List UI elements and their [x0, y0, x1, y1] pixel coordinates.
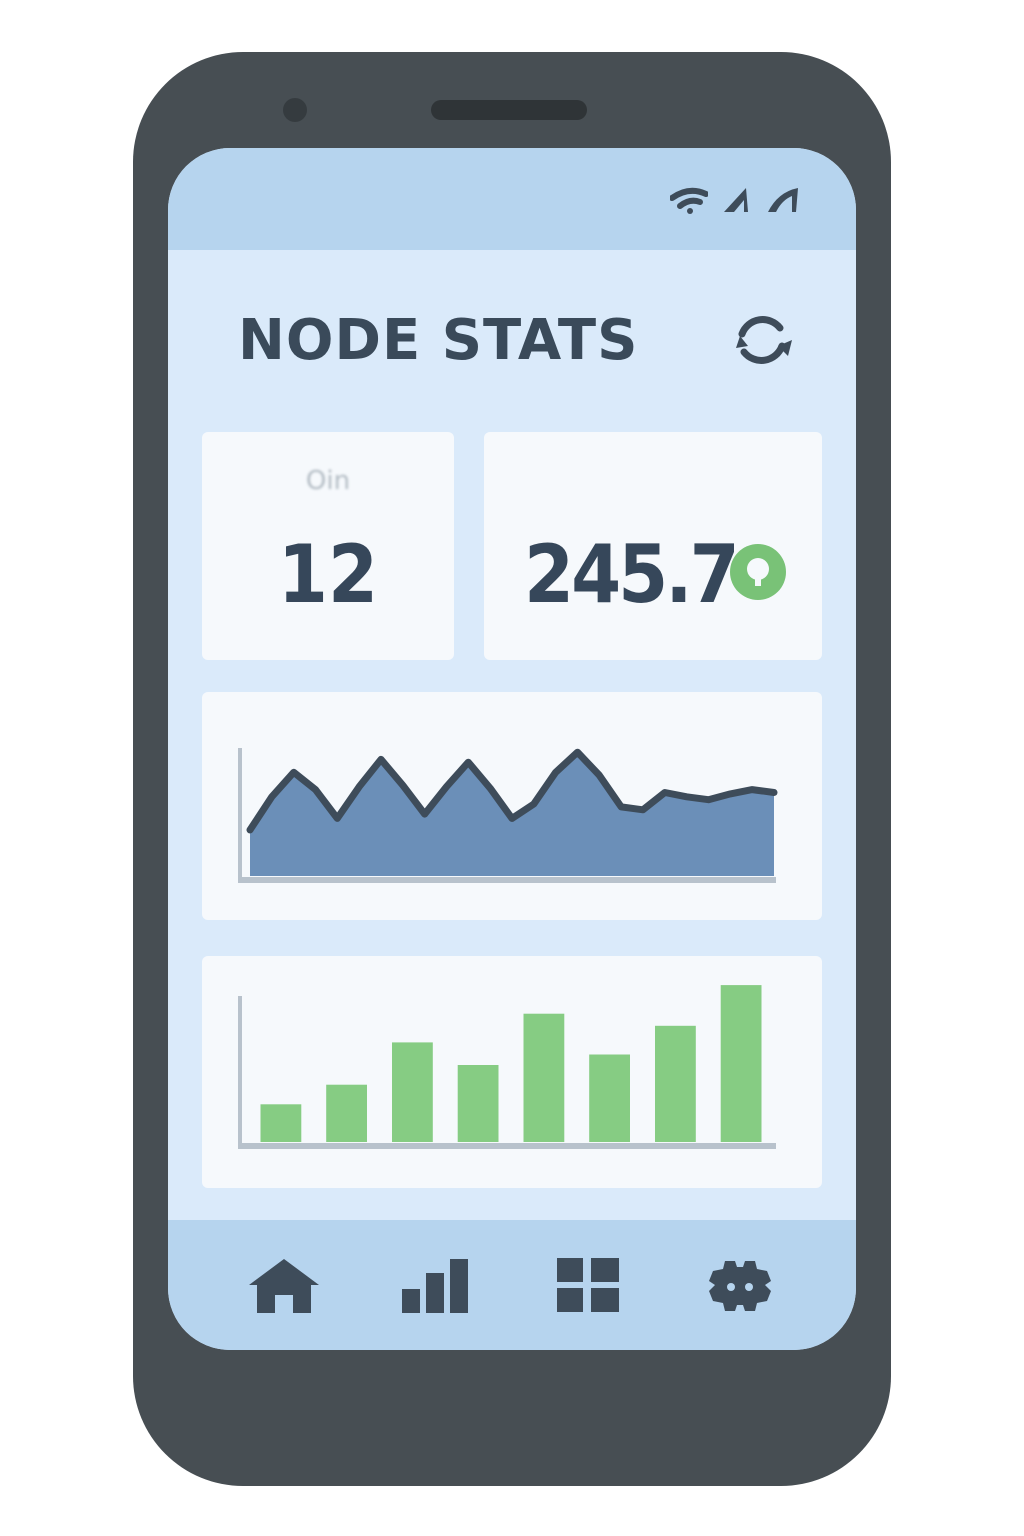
bar-5	[523, 1013, 565, 1142]
front-camera	[283, 98, 307, 122]
area-series-fill	[250, 752, 774, 876]
bar-chart-card[interactable]	[202, 956, 822, 1188]
nodes-card[interactable]: Oin 12	[202, 432, 454, 660]
bar-7	[655, 1025, 696, 1142]
nodes-count: 12	[277, 528, 379, 621]
nav-settings[interactable]	[695, 1240, 785, 1330]
status-icons	[670, 186, 800, 214]
throughput-card[interactable]: 245.7	[484, 432, 822, 660]
refresh-button[interactable]	[726, 304, 798, 376]
area-chart	[238, 748, 778, 883]
page-title: NODE STATS	[238, 307, 639, 373]
home-icon	[249, 1259, 319, 1313]
signal-icon	[724, 188, 748, 212]
nodes-label: Oin	[305, 466, 351, 496]
bar-1	[260, 1104, 302, 1142]
nav-grid[interactable]	[543, 1240, 633, 1330]
title-row: NODE STATS	[238, 300, 798, 380]
bar-chart	[238, 985, 776, 1149]
app-screen: NODE STATS Oin 12 245.7	[168, 148, 856, 1350]
area-series-line	[246, 748, 778, 834]
bar-4	[457, 1065, 499, 1142]
bar-8	[720, 985, 762, 1142]
phone-frame: NODE STATS Oin 12 245.7	[133, 52, 891, 1486]
status-bar	[168, 148, 856, 250]
wifi-icon	[670, 187, 708, 214]
nav-home[interactable]	[239, 1240, 329, 1330]
refresh-icon	[736, 316, 792, 364]
bar-3	[392, 1042, 433, 1142]
bar-6	[589, 1054, 630, 1142]
cellular-icon	[768, 188, 798, 212]
bottom-nav	[168, 1220, 856, 1350]
earpiece-speaker	[431, 100, 587, 120]
nav-stats[interactable]	[391, 1240, 481, 1330]
area-chart-card[interactable]	[202, 692, 822, 920]
settings-icon	[709, 1261, 771, 1311]
status-ok-icon	[730, 544, 786, 600]
bar-2	[326, 1084, 367, 1142]
throughput-value: 245.7	[524, 528, 740, 621]
grid-icon	[557, 1258, 619, 1312]
stats-icon	[402, 1259, 468, 1313]
